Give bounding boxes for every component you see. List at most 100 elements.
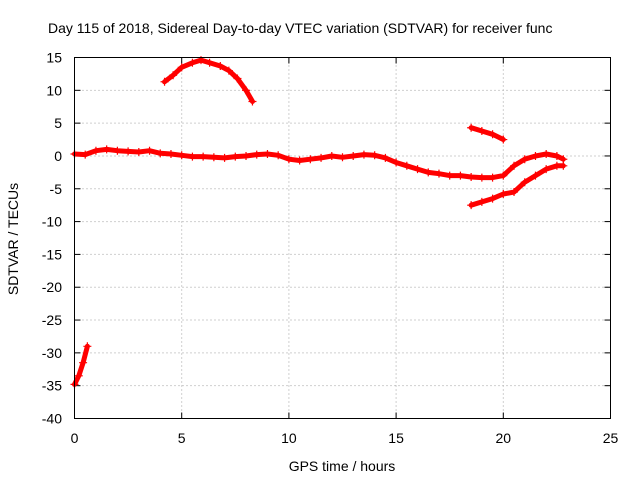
data-point <box>224 66 233 75</box>
data-point <box>274 151 283 160</box>
plot-frame <box>74 57 611 419</box>
x-tick-label: 5 <box>178 430 186 446</box>
series-line-late-upper-segment <box>468 125 506 142</box>
series-late-upper-segment <box>467 123 508 144</box>
series-line-early-segment <box>72 343 90 387</box>
data-point <box>488 194 497 203</box>
x-tick-label: 15 <box>388 430 404 446</box>
data-point <box>209 153 218 162</box>
series-early-segment <box>70 342 92 389</box>
data-point <box>499 171 508 180</box>
data-point <box>220 153 229 162</box>
data-point <box>338 153 347 162</box>
data-point <box>542 165 551 174</box>
y-tick-label: 0 <box>54 148 62 164</box>
data-point <box>531 151 540 160</box>
data-point <box>477 127 486 136</box>
data-point <box>177 151 186 160</box>
data-point <box>542 149 551 158</box>
data-point <box>467 123 476 132</box>
data-point <box>124 147 133 156</box>
data-point <box>79 358 88 367</box>
data-point <box>242 151 251 160</box>
data-point <box>74 371 83 380</box>
y-tick-label: -35 <box>42 378 62 394</box>
data-point <box>91 146 100 155</box>
data-point <box>510 161 519 170</box>
y-tick-label: -20 <box>42 279 62 295</box>
series-late-lower-segment <box>467 161 568 210</box>
data-point <box>349 151 358 160</box>
data-point <box>248 97 257 106</box>
chart-title: Day 115 of 2018, Sidereal Day-to-day VTE… <box>48 20 552 36</box>
data-point <box>216 62 225 71</box>
y-tick-label: -40 <box>42 411 62 427</box>
y-tick-label: 10 <box>46 82 62 98</box>
data-point <box>488 173 497 182</box>
data-point <box>488 130 497 139</box>
y-tick-label: -5 <box>50 181 63 197</box>
x-tick-label: 25 <box>603 430 619 446</box>
data-point <box>295 156 304 165</box>
data-point <box>156 149 165 158</box>
x-tick-label: 10 <box>281 430 297 446</box>
data-point <box>317 153 326 162</box>
data-point <box>413 165 422 174</box>
y-tick-label: -10 <box>42 214 62 230</box>
data-point <box>134 148 143 157</box>
data-point <box>113 146 122 155</box>
data-point <box>242 86 251 95</box>
data-point <box>188 58 197 67</box>
data-point <box>552 151 561 160</box>
data-point <box>81 150 90 159</box>
data-point <box>499 135 508 144</box>
data-point <box>166 149 175 158</box>
data-point <box>510 188 519 197</box>
y-axis-label: SDTVAR / TECUs <box>5 183 21 295</box>
series-main-trace <box>70 145 568 182</box>
x-tick-label: 20 <box>496 430 512 446</box>
data-point <box>370 151 379 160</box>
axis-ticks <box>74 57 611 419</box>
data-point <box>306 155 315 164</box>
data-point <box>402 161 411 170</box>
y-tick-label: 5 <box>54 115 62 131</box>
y-tick-label: -25 <box>42 312 62 328</box>
data-point <box>233 74 242 83</box>
data-point <box>531 171 540 180</box>
data-point <box>327 151 336 160</box>
series-layer <box>70 56 568 389</box>
data-point <box>424 168 433 177</box>
series-line-upper-arc <box>162 57 255 104</box>
data-point <box>145 146 154 155</box>
data-point <box>559 161 568 170</box>
data-point <box>169 71 178 80</box>
data-point <box>284 155 293 164</box>
y-tick-label: -15 <box>42 246 62 262</box>
y-tick-label: 15 <box>46 50 62 66</box>
y-tick-label: -30 <box>42 345 62 361</box>
data-point <box>456 171 465 180</box>
data-point <box>188 152 197 161</box>
data-point <box>467 201 476 210</box>
data-point <box>477 173 486 182</box>
grid <box>74 57 611 419</box>
x-axis-label: GPS time / hours <box>289 458 396 474</box>
data-point <box>520 178 529 187</box>
data-point <box>83 342 92 351</box>
data-point <box>102 145 111 154</box>
data-point <box>445 171 454 180</box>
series-line-late-lower-segment <box>468 163 566 208</box>
data-point <box>434 169 443 178</box>
series-line-main-trace <box>72 146 566 181</box>
data-point <box>392 158 401 167</box>
data-point <box>177 63 186 72</box>
data-point <box>252 150 261 159</box>
data-point <box>231 152 240 161</box>
data-point <box>160 77 169 86</box>
data-point <box>199 152 208 161</box>
data-point <box>381 153 390 162</box>
series-upper-arc <box>160 56 257 106</box>
data-point <box>359 150 368 159</box>
